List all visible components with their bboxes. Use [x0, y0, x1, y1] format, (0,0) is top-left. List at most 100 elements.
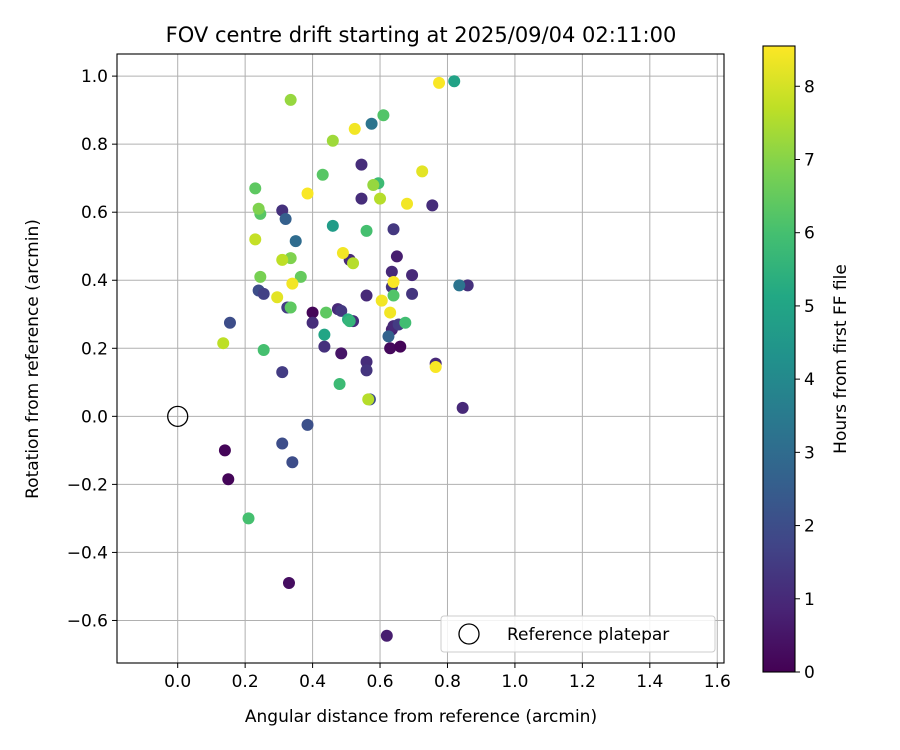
data-point [222, 473, 235, 486]
data-point [286, 277, 299, 290]
reference-marker-layer [167, 405, 189, 427]
x-tick-label: 0.4 [299, 672, 326, 692]
x-tick-label: 1.2 [569, 672, 596, 692]
data-point [218, 444, 231, 457]
x-tick-label: 0.6 [367, 672, 394, 692]
y-tick-label: −0.6 [67, 611, 108, 631]
data-point [387, 275, 400, 288]
data-point [375, 294, 388, 307]
data-point [355, 158, 368, 171]
data-point [333, 378, 346, 391]
data-point [316, 168, 329, 181]
data-point [360, 364, 373, 377]
data-point [249, 182, 262, 195]
data-point [365, 117, 378, 130]
y-tick-label: 0.2 [81, 339, 108, 359]
data-point [223, 316, 236, 329]
data-point [453, 279, 466, 292]
data-point [289, 235, 302, 248]
chart-title: FOV centre drift starting at 2025/09/04 … [166, 23, 677, 47]
data-point [433, 76, 446, 89]
y-axis-label: Rotation from reference (arcmin) [23, 219, 43, 499]
data-point [257, 343, 270, 356]
colorbar-tick-label: 5 [804, 297, 815, 317]
colorbar-frame [762, 45, 796, 673]
data-point [387, 289, 400, 302]
data-point [336, 247, 349, 260]
data-point [448, 75, 461, 88]
data-point [249, 233, 262, 246]
legend-reference-marker [458, 623, 480, 645]
data-point [394, 340, 407, 353]
colorbar-tick-label: 3 [804, 443, 815, 463]
data-point [456, 401, 469, 414]
data-point [380, 629, 393, 642]
data-point [377, 109, 390, 122]
data-point [374, 192, 387, 205]
data-point [416, 165, 429, 178]
y-tick-label: −0.4 [67, 543, 108, 563]
data-point [360, 224, 373, 237]
grid [117, 54, 724, 663]
y-tick-label: 0.4 [81, 271, 108, 291]
data-point [348, 122, 361, 135]
x-tick-label: 0.0 [164, 672, 191, 692]
colorbar: 0 1 2 3 4 5 6 7 8 Hours from first FF file [762, 45, 851, 683]
data-point [426, 199, 439, 212]
data-points [217, 75, 474, 642]
data-point [429, 361, 442, 374]
data-point [301, 418, 314, 431]
data-point [271, 291, 284, 304]
x-tick-label: 0.8 [434, 672, 461, 692]
data-point [318, 328, 331, 341]
data-point [306, 316, 319, 329]
y-axis-ticks: −0.6 −0.4 −0.2 0.0 0.2 0.4 0.6 0.8 1.0 [67, 67, 117, 631]
data-point [384, 342, 397, 355]
data-point [284, 93, 297, 106]
data-point [306, 306, 319, 319]
data-point [276, 253, 289, 266]
data-point [276, 437, 289, 450]
x-tick-label: 1.0 [501, 672, 528, 692]
data-point [284, 301, 297, 314]
data-point [318, 340, 331, 353]
x-axis-label: Angular distance from reference (arcmin) [245, 707, 597, 727]
data-point [399, 316, 412, 329]
data-point [326, 219, 339, 232]
data-point [406, 269, 419, 282]
y-tick-label: 0.8 [81, 135, 108, 155]
colorbar-ticks: 0 1 2 3 4 5 6 7 8 [795, 77, 815, 683]
x-tick-label: 1.6 [704, 672, 731, 692]
x-axis-ticks: 0.0 0.2 0.4 0.6 0.8 1.0 1.2 1.4 1.6 [164, 663, 731, 692]
data-point [286, 456, 299, 469]
reference-point-marker [167, 405, 189, 427]
data-point [360, 289, 373, 302]
data-point [347, 257, 360, 270]
legend: Reference platepar [440, 615, 716, 653]
data-point [406, 287, 419, 300]
data-point [343, 315, 356, 328]
data-point [384, 306, 397, 319]
y-tick-label: 0.6 [81, 203, 108, 223]
data-point [401, 197, 414, 210]
data-point [385, 265, 398, 278]
colorbar-gradient [763, 46, 795, 672]
data-point [301, 187, 314, 200]
data-point [257, 287, 270, 300]
data-point [367, 178, 380, 191]
data-point [276, 366, 289, 379]
colorbar-tick-label: 7 [804, 150, 815, 170]
data-point [217, 337, 230, 350]
legend-label: Reference platepar [507, 625, 669, 645]
plot-area-frame [116, 53, 725, 664]
colorbar-tick-label: 2 [804, 517, 815, 537]
y-tick-label: −0.2 [67, 475, 108, 495]
data-point [242, 512, 255, 525]
data-point [362, 393, 375, 406]
data-point [294, 270, 307, 283]
x-tick-label: 0.2 [232, 672, 259, 692]
data-point [382, 330, 395, 343]
y-tick-label: 1.0 [81, 67, 108, 87]
data-point [326, 134, 339, 147]
